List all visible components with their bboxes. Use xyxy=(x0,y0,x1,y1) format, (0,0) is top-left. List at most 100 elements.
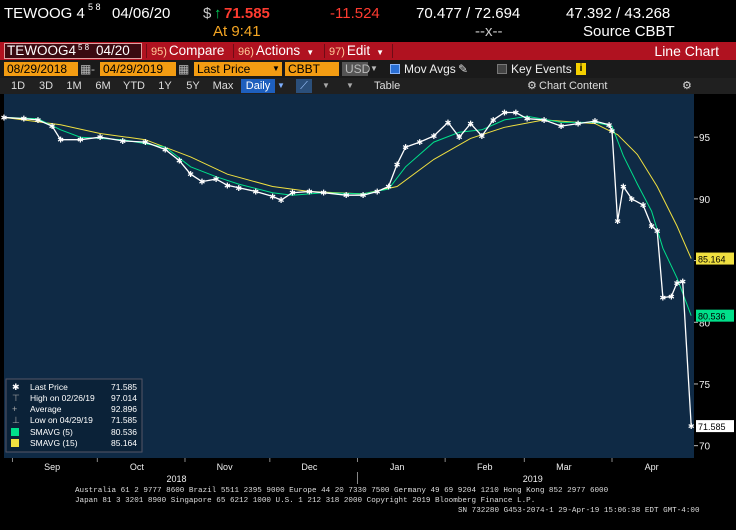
price-point-marker: ✱ xyxy=(575,120,582,129)
price-point-marker: ✱ xyxy=(306,187,313,196)
price-chart[interactable]: 707580859095SepOctNovDecJanFebMarApr2018… xyxy=(0,94,736,484)
chevron-down-icon: ▼ xyxy=(306,48,315,57)
function-title: Line Chart xyxy=(654,43,719,59)
legend-value: 97.014 xyxy=(111,393,137,403)
range-ytd[interactable]: YTD xyxy=(123,80,145,92)
x-tick-label: Mar xyxy=(556,462,572,472)
price-point-marker: ✱ xyxy=(213,175,220,184)
pencil-icon[interactable]: ✎ xyxy=(458,62,469,76)
line-chart-icon[interactable]: ⟋ xyxy=(296,79,312,93)
price-point-marker: ✱ xyxy=(640,201,647,210)
mov-avgs-checkbox[interactable] xyxy=(390,64,400,74)
last-value-tag-bg xyxy=(696,420,734,433)
price-point-marker: ✱ xyxy=(688,422,695,431)
ticker-field-fraction: 5 8 xyxy=(78,43,90,52)
y-tick-label: 75 xyxy=(699,380,711,391)
info-icon[interactable]: i xyxy=(576,63,586,75)
chart-content-button[interactable]: Chart Content xyxy=(539,80,608,92)
legend-label: Average xyxy=(30,404,62,414)
pricing-source: Source CBBT xyxy=(583,23,675,40)
last-value-tag-bg xyxy=(696,309,734,322)
price-point-marker: ✱ xyxy=(49,122,56,131)
chevron-down-icon[interactable]: ▼ xyxy=(277,81,285,90)
mov-avgs-label[interactable]: Mov Avgs xyxy=(404,62,456,76)
x-year-label: 2019 xyxy=(523,474,543,484)
price-point-marker: ✱ xyxy=(252,187,259,196)
compare-button[interactable]: 95) Compare xyxy=(151,43,224,59)
chevron-down-icon: ▼ xyxy=(376,48,385,57)
ticker-field[interactable] xyxy=(4,43,142,59)
compare-num: 95) xyxy=(151,46,167,58)
last-value-tag: 71.585 xyxy=(698,422,726,432)
legend-value: 85.164 xyxy=(111,438,137,448)
key-events-label[interactable]: Key Events xyxy=(511,62,572,76)
price-change: -11.524 xyxy=(330,5,380,22)
calendar-icon[interactable]: ▦ xyxy=(80,62,92,76)
chevron-down-icon[interactable]: ▼ xyxy=(370,64,378,73)
price-point-marker: ✱ xyxy=(289,189,296,198)
price-point-marker: ✱ xyxy=(57,136,64,145)
legend-label: SMAVG (5) xyxy=(30,427,73,437)
series-line-smavg-15- xyxy=(3,116,692,259)
settings-gear-icon[interactable]: ⚙ xyxy=(682,80,692,92)
coupon-fraction: 5 8 xyxy=(88,2,101,12)
range-1d[interactable]: 1D xyxy=(10,80,26,92)
currency-field[interactable]: USD xyxy=(342,62,370,76)
function-toolbar: TEWOOG4 5 8 04/20 95) Compare 96) Actions ▼… xyxy=(0,42,736,60)
start-date-field[interactable]: 08/29/2018 xyxy=(4,62,78,76)
price-point-marker: ✱ xyxy=(512,109,519,118)
chart-content-icon[interactable]: ⚙ xyxy=(527,80,537,92)
date-separator: - xyxy=(91,62,95,76)
range-1m[interactable]: 1M xyxy=(66,80,82,92)
price-point-marker: ✱ xyxy=(360,191,367,200)
price-point-marker: ✱ xyxy=(385,183,392,192)
quote-time: At 9:41 xyxy=(213,23,261,40)
key-events-checkbox[interactable] xyxy=(497,64,507,74)
range-5y[interactable]: 5Y xyxy=(186,80,200,92)
range-max[interactable]: Max xyxy=(212,80,234,92)
yields: 47.392 / 43.268 xyxy=(566,5,671,22)
price-point-marker: ✱ xyxy=(320,189,327,198)
chevron-down-icon[interactable]: ▼ xyxy=(322,81,330,90)
price-point-marker: ✱ xyxy=(402,143,409,152)
price-point-marker: ✱ xyxy=(35,116,42,125)
price-point-marker: ✱ xyxy=(176,157,183,166)
legend-marker-low: ⊥ xyxy=(12,415,20,425)
frequency-select[interactable]: Daily xyxy=(241,79,275,93)
y-tick-label: 70 xyxy=(699,442,711,453)
legend-marker-last: ✱ xyxy=(12,382,20,392)
last-value-tag: 85.164 xyxy=(698,255,726,265)
footer-contacts-2: Japan 81 3 3201 8900 Singapore 65 6212 1… xyxy=(75,497,536,505)
footer-contacts-1: Australia 61 2 9777 8600 Brazil 5511 239… xyxy=(75,487,609,495)
quote-dashes: --x-- xyxy=(475,23,503,40)
price-point-marker: ✱ xyxy=(20,115,27,124)
legend-marker-average: + xyxy=(12,404,17,414)
x-tick-label: Feb xyxy=(477,462,493,472)
end-date-field[interactable]: 04/29/2019 xyxy=(100,62,176,76)
price-point-marker: ✱ xyxy=(1,113,8,122)
actions-button[interactable]: 96) Actions ▼ xyxy=(238,43,314,59)
up-arrow-icon: ↑ xyxy=(214,5,222,22)
footer-session: SN 732280 G453-2074-1 29-Apr-19 15:06:38… xyxy=(458,507,700,515)
last-value-tag-bg xyxy=(696,252,734,265)
x-tick-label: Jan xyxy=(390,462,405,472)
chevron-down-icon[interactable]: ▼ xyxy=(346,81,354,90)
chevron-down-icon[interactable]: ▼ xyxy=(272,64,280,73)
price-point-marker: ✱ xyxy=(97,133,104,142)
price-point-marker: ✱ xyxy=(162,146,169,155)
range-1y[interactable]: 1Y xyxy=(158,80,172,92)
field-select[interactable]: Last Price xyxy=(194,62,282,76)
table-button[interactable]: Table xyxy=(374,80,401,92)
chart-options-row: 08/29/2018 ▦ - 04/29/2019 ▦ Last Price ▼… xyxy=(0,60,736,78)
calendar-icon[interactable]: ▦ xyxy=(178,62,190,76)
range-6m[interactable]: 6M xyxy=(95,80,111,92)
source-field[interactable]: CBBT xyxy=(285,62,339,76)
range-3d[interactable]: 3D xyxy=(38,80,54,92)
price-point-marker: ✱ xyxy=(394,160,401,169)
price-point-marker: ✱ xyxy=(614,217,621,226)
edit-button[interactable]: 97) Edit ▼ xyxy=(329,43,384,59)
chart-legend: ✱ ⊤ + ⊥ Last Price High on 02/26/19 Aver… xyxy=(5,378,143,453)
price-point-marker: ✱ xyxy=(648,222,655,231)
ticker-field-text: TEWOOG4 xyxy=(7,43,77,58)
price-point-marker: ✱ xyxy=(660,294,667,303)
